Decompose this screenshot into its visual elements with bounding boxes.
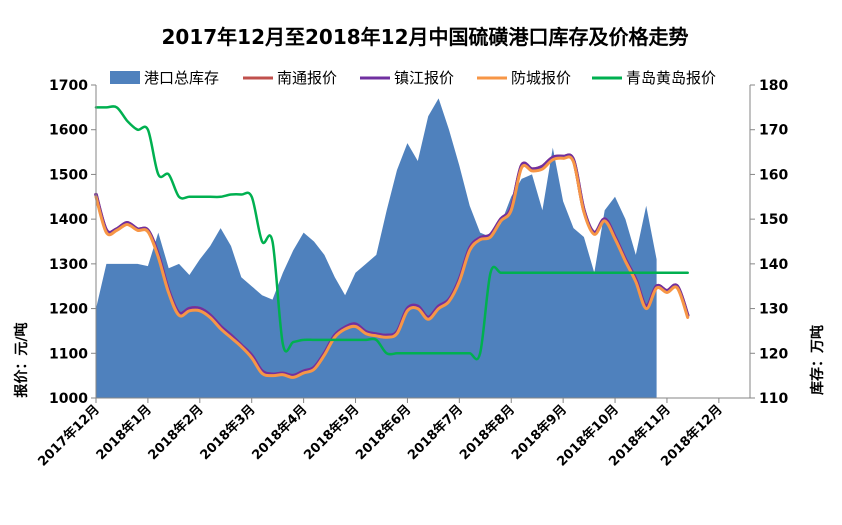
left-axis-label: 报价：元/吨	[13, 322, 30, 397]
right-tick-label: 120	[759, 346, 788, 362]
plot-area	[94, 98, 690, 399]
chart-title: 2017年12月至2018年12月中国硫磺港口库存及价格走势	[162, 25, 689, 49]
left-tick-label: 1200	[49, 302, 88, 318]
left-tick-label: 1700	[49, 78, 88, 94]
right-tick-label: 180	[759, 78, 788, 94]
right-tick-label: 170	[759, 123, 788, 139]
legend-item: 防城报价	[477, 69, 571, 87]
right-tick-label: 140	[759, 257, 788, 273]
left-tick-label: 1000	[49, 391, 88, 407]
legend-item: 港口总库存	[110, 69, 219, 87]
series-line-3	[94, 155, 690, 379]
legend-label: 南通报价	[277, 69, 337, 87]
right-tick-label: 160	[759, 167, 788, 183]
x-tick-label: 2018年3月	[197, 402, 259, 464]
legend-label: 镇江报价	[394, 69, 454, 87]
right-tick-label: 150	[759, 212, 788, 228]
x-tick-label: 2018年5月	[301, 402, 363, 464]
x-tick-label: 2018年8月	[456, 402, 518, 464]
legend: 港口总库存 南通报价 镇江报价 防城报价 青岛黄岛报价	[110, 69, 716, 87]
right-axis: 110 120 130 140 150 160 170 180	[749, 78, 788, 407]
right-tick-label: 130	[759, 302, 788, 318]
legend-label: 青岛黄岛报价	[626, 69, 716, 87]
right-axis-label: 库存：万吨	[809, 325, 826, 395]
x-tick-label: 2018年7月	[404, 402, 466, 464]
left-tick-label: 1300	[49, 257, 88, 273]
legend-label: 防城报价	[511, 69, 571, 87]
x-tick-label: 2018年4月	[249, 402, 311, 464]
legend-label: 港口总库存	[144, 69, 219, 87]
left-axis: 1000 1100 1200 1300 1400 1500 1600 1700	[49, 78, 97, 407]
right-tick-label: 110	[759, 391, 788, 407]
legend-item: 南通报价	[243, 69, 337, 87]
left-tick-label: 1500	[49, 167, 88, 183]
left-tick-label: 1600	[49, 123, 88, 139]
left-tick-label: 1400	[49, 212, 88, 228]
x-tick-label: 2018年2月	[145, 402, 207, 464]
x-tick-label: 2017年12月	[35, 402, 103, 470]
legend-item: 镇江报价	[360, 69, 454, 87]
x-axis: 2017年12月2018年1月2018年2月2018年3月2018年4月2018…	[35, 397, 750, 470]
x-tick-label: 2018年1月	[93, 402, 155, 464]
series-area-0	[96, 98, 657, 399]
legend-item: 青岛黄岛报价	[592, 69, 716, 87]
legend-swatch	[110, 71, 140, 84]
left-tick-label: 1100	[49, 346, 88, 362]
x-tick-label: 2018年6月	[353, 402, 415, 464]
series-line-4	[94, 105, 689, 361]
